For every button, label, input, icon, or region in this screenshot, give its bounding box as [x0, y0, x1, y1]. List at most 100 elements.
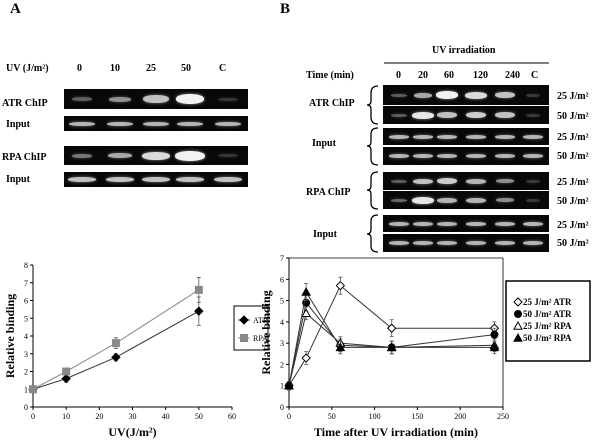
series-line: [32, 289, 200, 390]
data-point: [111, 352, 121, 363]
dose-label-50: 50 J/m²: [557, 111, 589, 122]
x-tick-label: 40: [162, 412, 170, 421]
dose-tick-label: 0: [77, 63, 82, 74]
gel-band: [72, 153, 92, 158]
gel-band: [496, 179, 514, 183]
x-tick-label: 50: [328, 412, 336, 421]
y-tick-label: 6: [24, 297, 28, 306]
legend-marker: [513, 320, 523, 330]
gel-band: [465, 91, 487, 99]
gel-band: [391, 198, 407, 202]
y-tick-label: 0: [280, 403, 284, 412]
gel-band: [466, 178, 486, 184]
gel-band: [218, 154, 238, 157]
legend-label: ATR: [253, 316, 269, 325]
row-label-input-b-2: Input: [313, 229, 337, 240]
gel-band: [495, 112, 515, 118]
y-tick-label: 0: [24, 403, 28, 412]
gel-input-50-2: [383, 234, 549, 252]
gel-band: [495, 92, 515, 98]
gel-band: [495, 134, 515, 139]
legend-box: [505, 280, 591, 362]
dose-tick-label: 25: [146, 63, 156, 74]
dose-tick-label: C: [219, 63, 227, 74]
data-point: [111, 339, 120, 348]
legend-label: 25 J/m² RPA: [523, 321, 572, 331]
gel-band: [215, 121, 241, 126]
gel-band: [175, 150, 205, 161]
gel-band: [142, 177, 170, 182]
gel-band: [143, 121, 169, 126]
series-line: [32, 310, 200, 390]
row-label-rpa-chip: RPA ChIP: [2, 152, 47, 163]
row-label-atr-chip: ATR ChIP: [2, 98, 48, 109]
legend-label: 50 J/m² ATR: [523, 309, 572, 319]
y-axis-label: Relative binding: [3, 294, 17, 378]
row-label-input-b: Input: [312, 138, 336, 149]
gel-band: [466, 154, 486, 158]
gel-band: [214, 177, 242, 182]
data-point: [284, 380, 294, 390]
gel-band: [413, 178, 433, 184]
y-tick-label: 4: [24, 332, 28, 341]
gel-band: [526, 198, 540, 202]
y-tick-label: 2: [280, 360, 284, 369]
x-tick-label: 60: [228, 412, 236, 421]
dose-label-50: 50 J/m²: [557, 151, 589, 162]
data-point: [301, 308, 311, 318]
data-point: [387, 323, 397, 333]
x-tick-label: 10: [62, 412, 70, 421]
gel-band: [391, 113, 407, 117]
y-tick-label: 6: [280, 275, 284, 284]
x-tick-label: 250: [497, 412, 509, 421]
time-tick-label: C: [531, 70, 539, 81]
data-point: [301, 353, 311, 363]
legend-box: [233, 305, 269, 351]
dose-tick-label: 50: [181, 63, 191, 74]
data-point: [194, 285, 203, 294]
y-tick-label: 1: [280, 382, 284, 391]
gel-band: [466, 241, 486, 245]
x-tick-label: 100: [369, 412, 381, 421]
gel-band: [523, 221, 543, 226]
panel-b-letter: B: [280, 1, 291, 17]
y-tick-label: 5: [24, 314, 28, 323]
time-tick-label: 240: [505, 70, 520, 81]
y-tick-label: 2: [24, 368, 28, 377]
legend-marker: [513, 297, 523, 307]
gel-band: [413, 134, 433, 139]
gel-band: [68, 177, 96, 182]
gel-band: [523, 134, 543, 139]
gel-band: [495, 241, 515, 245]
x-axis-label: Time after UV irradiation (min): [314, 425, 478, 439]
gel-band: [108, 153, 132, 158]
gel-band: [109, 96, 131, 102]
gel-band: [107, 121, 133, 126]
y-tick-label: 8: [24, 261, 28, 270]
legend-b: 25 J/m² ATR 50 J/m² ATR 25 J/m² RPA 50 J/m²…: [505, 280, 591, 362]
gel-band: [526, 93, 540, 97]
uv-irradiation-label: UV irradiation: [432, 45, 496, 56]
time-tick-label: 20: [418, 70, 428, 81]
gel-band: [391, 179, 407, 183]
gel-band: [106, 177, 134, 182]
gel-band: [218, 97, 238, 101]
gel-input-25: [383, 128, 549, 145]
gel-band: [466, 112, 486, 118]
y-tick-label: 3: [280, 339, 284, 348]
x-axis-label: UV(J/m²): [108, 425, 156, 439]
legend-a: ATR RPA: [233, 305, 269, 351]
x-tick-label: 30: [129, 412, 137, 421]
data-point: [301, 287, 311, 296]
data-point: [386, 342, 397, 352]
gel-band: [437, 221, 457, 226]
dose-label-50: 50 J/m²: [557, 196, 589, 207]
gel-band: [495, 154, 515, 158]
gel-band: [143, 95, 169, 103]
row-label-rpa-chip-b: RPA ChIP: [306, 187, 351, 198]
gel-band: [437, 178, 457, 184]
gel-band: [437, 241, 457, 245]
gel-band: [495, 221, 515, 226]
gel-atr-chip-25: [383, 85, 549, 105]
